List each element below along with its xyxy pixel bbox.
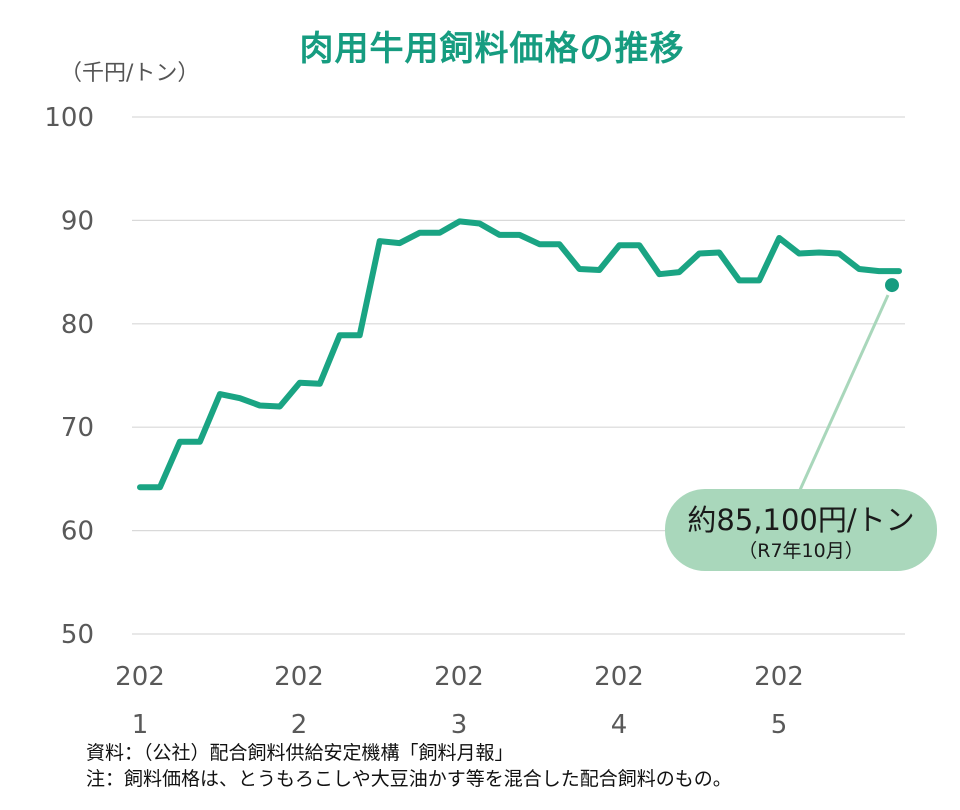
callout-box: [665, 489, 937, 571]
y-axis-unit-label: （千円/トン）: [60, 61, 199, 86]
x-tick-label: 1: [132, 710, 149, 740]
x-tick-label: 202: [594, 662, 644, 692]
x-tick-label: 5: [771, 710, 788, 740]
gridlines: [132, 116, 905, 635]
source-note: 資料：（公社）配合飼料供給安定機構「飼料月報」: [86, 742, 514, 764]
callout-date-label: （R7年10月）: [738, 540, 863, 562]
callout: 約85,100円/トン （R7年10月）: [665, 278, 937, 571]
x-tick-label: 4: [611, 710, 628, 740]
y-axis-ticks: 50 60 70 80 90 100: [44, 103, 94, 650]
y-tick-label: 90: [61, 206, 94, 236]
latest-value-marker: [885, 278, 899, 293]
x-axis-ticks: 202 1 202 2 202 3 202 4 202 5: [115, 662, 804, 740]
callout-value-label: 約85,100円/トン: [687, 503, 914, 537]
callout-leader-line: [798, 294, 890, 491]
y-tick-label: 70: [61, 413, 94, 443]
x-tick-label: 202: [115, 662, 165, 692]
x-tick-label: 3: [451, 710, 468, 740]
series-layer: [137, 218, 902, 491]
y-tick-label: 60: [61, 517, 94, 547]
chart-title: 肉用牛用飼料価格の推移: [300, 29, 685, 69]
series-line: [137, 218, 902, 491]
y-tick-label: 100: [44, 103, 94, 133]
x-tick-label: 202: [274, 662, 324, 692]
y-tick-label: 80: [61, 310, 94, 340]
x-tick-label: 202: [754, 662, 804, 692]
y-tick-label: 50: [61, 620, 94, 650]
x-tick-label: 2: [291, 710, 308, 740]
footnote: 注：飼料価格は、とうもろこしや大豆油かす等を混合した配合飼料のもの。: [86, 768, 732, 790]
x-tick-label: 202: [434, 662, 484, 692]
